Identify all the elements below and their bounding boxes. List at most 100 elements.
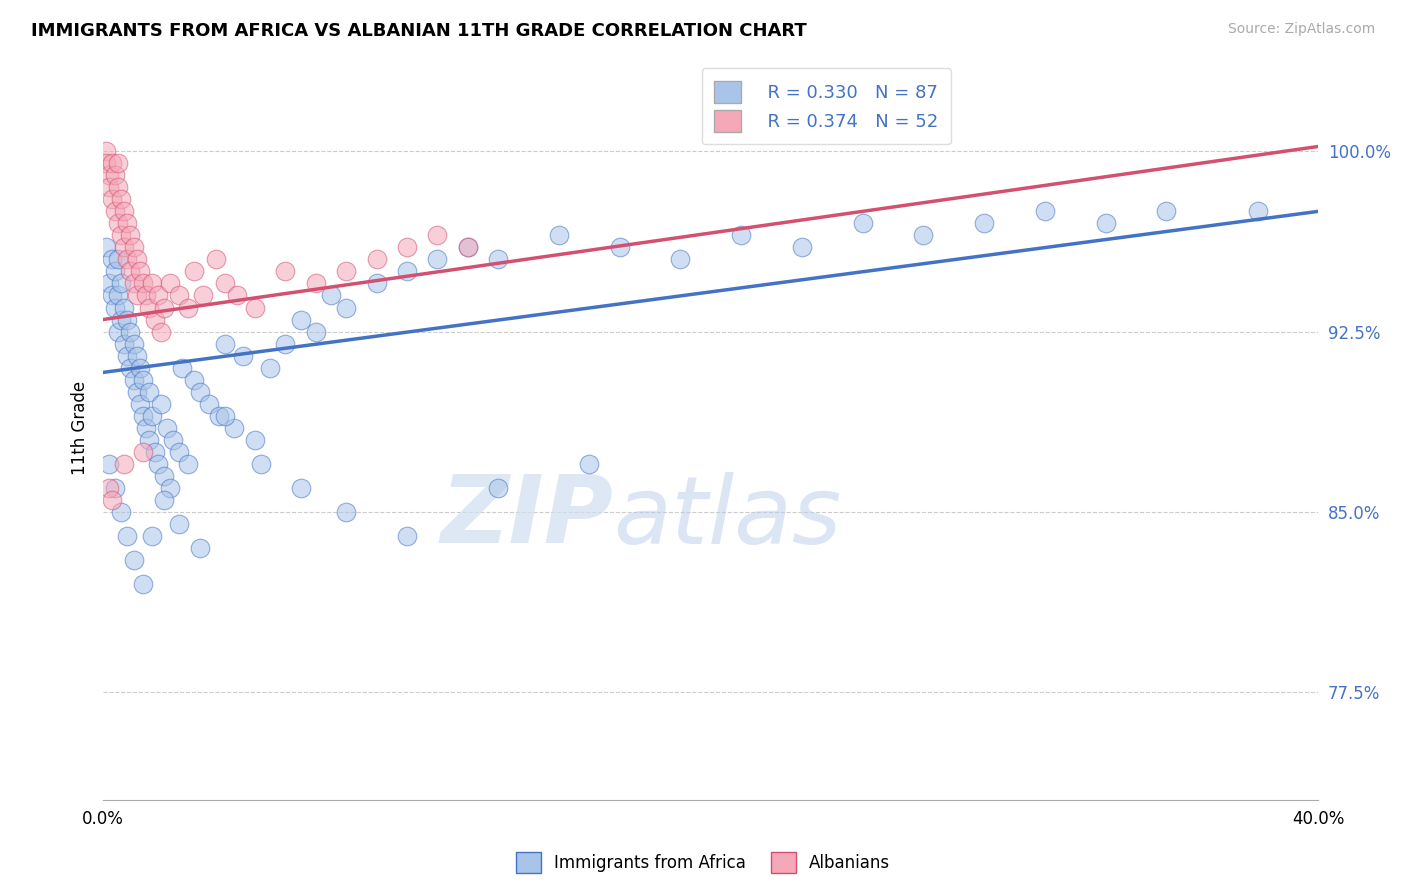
Point bbox=[117, 216, 139, 230]
Point bbox=[395, 529, 418, 543]
Point bbox=[162, 433, 184, 447]
Point bbox=[101, 192, 124, 206]
Point bbox=[305, 325, 328, 339]
Point bbox=[104, 481, 127, 495]
Point bbox=[101, 252, 124, 267]
Point bbox=[146, 288, 169, 302]
Point bbox=[319, 288, 342, 302]
Point bbox=[107, 156, 129, 170]
Point bbox=[110, 228, 132, 243]
Point bbox=[149, 325, 172, 339]
Point bbox=[146, 457, 169, 471]
Point bbox=[395, 264, 418, 278]
Point bbox=[159, 481, 181, 495]
Point bbox=[547, 228, 569, 243]
Point bbox=[183, 264, 205, 278]
Point bbox=[198, 397, 221, 411]
Point bbox=[973, 216, 995, 230]
Point bbox=[120, 228, 142, 243]
Point bbox=[852, 216, 875, 230]
Point bbox=[177, 301, 200, 315]
Text: atlas: atlas bbox=[613, 472, 842, 563]
Point bbox=[107, 288, 129, 302]
Point bbox=[131, 409, 153, 423]
Point bbox=[96, 240, 118, 254]
Point bbox=[122, 373, 145, 387]
Point bbox=[193, 288, 215, 302]
Text: IMMIGRANTS FROM AFRICA VS ALBANIAN 11TH GRADE CORRELATION CHART: IMMIGRANTS FROM AFRICA VS ALBANIAN 11TH … bbox=[31, 22, 807, 40]
Point bbox=[98, 169, 121, 183]
Point bbox=[153, 468, 176, 483]
Point bbox=[110, 192, 132, 206]
Point bbox=[98, 481, 121, 495]
Point bbox=[486, 481, 509, 495]
Point bbox=[112, 457, 135, 471]
Y-axis label: 11th Grade: 11th Grade bbox=[72, 381, 89, 475]
Point bbox=[141, 277, 163, 291]
Point bbox=[138, 301, 160, 315]
Point bbox=[486, 252, 509, 267]
Point bbox=[1094, 216, 1116, 230]
Point bbox=[790, 240, 813, 254]
Point bbox=[128, 264, 150, 278]
Point bbox=[188, 541, 211, 555]
Point bbox=[141, 409, 163, 423]
Point bbox=[98, 457, 121, 471]
Point bbox=[101, 156, 124, 170]
Point bbox=[122, 277, 145, 291]
Point bbox=[669, 252, 692, 267]
Point bbox=[131, 373, 153, 387]
Point bbox=[131, 277, 153, 291]
Point bbox=[98, 180, 121, 194]
Point bbox=[214, 409, 236, 423]
Point bbox=[243, 433, 266, 447]
Point bbox=[232, 349, 254, 363]
Point bbox=[125, 288, 148, 302]
Point bbox=[457, 240, 479, 254]
Point bbox=[335, 505, 357, 519]
Point bbox=[609, 240, 631, 254]
Point bbox=[183, 373, 205, 387]
Point bbox=[912, 228, 935, 243]
Point bbox=[117, 252, 139, 267]
Point bbox=[107, 180, 129, 194]
Point bbox=[110, 277, 132, 291]
Point bbox=[274, 264, 297, 278]
Point bbox=[167, 444, 190, 458]
Point bbox=[335, 301, 357, 315]
Point bbox=[104, 301, 127, 315]
Point bbox=[125, 349, 148, 363]
Point bbox=[290, 312, 312, 326]
Legend: Immigrants from Africa, Albanians: Immigrants from Africa, Albanians bbox=[509, 846, 897, 880]
Point bbox=[128, 397, 150, 411]
Point bbox=[426, 228, 449, 243]
Point bbox=[125, 252, 148, 267]
Point bbox=[122, 336, 145, 351]
Point bbox=[259, 360, 281, 375]
Point bbox=[177, 457, 200, 471]
Point bbox=[141, 529, 163, 543]
Point bbox=[366, 252, 388, 267]
Point bbox=[98, 277, 121, 291]
Point bbox=[153, 492, 176, 507]
Point bbox=[1033, 204, 1056, 219]
Point bbox=[1246, 204, 1268, 219]
Point bbox=[188, 384, 211, 399]
Point bbox=[135, 288, 157, 302]
Point bbox=[107, 252, 129, 267]
Text: Source: ZipAtlas.com: Source: ZipAtlas.com bbox=[1227, 22, 1375, 37]
Point bbox=[214, 336, 236, 351]
Point bbox=[578, 457, 600, 471]
Point bbox=[225, 288, 247, 302]
Point bbox=[222, 420, 245, 434]
Point bbox=[110, 505, 132, 519]
Point bbox=[120, 264, 142, 278]
Legend:   R = 0.330   N = 87,   R = 0.374   N = 52: R = 0.330 N = 87, R = 0.374 N = 52 bbox=[702, 68, 950, 145]
Point bbox=[172, 360, 194, 375]
Point bbox=[122, 240, 145, 254]
Point bbox=[112, 301, 135, 315]
Point bbox=[335, 264, 357, 278]
Point bbox=[120, 360, 142, 375]
Point bbox=[125, 384, 148, 399]
Point bbox=[107, 325, 129, 339]
